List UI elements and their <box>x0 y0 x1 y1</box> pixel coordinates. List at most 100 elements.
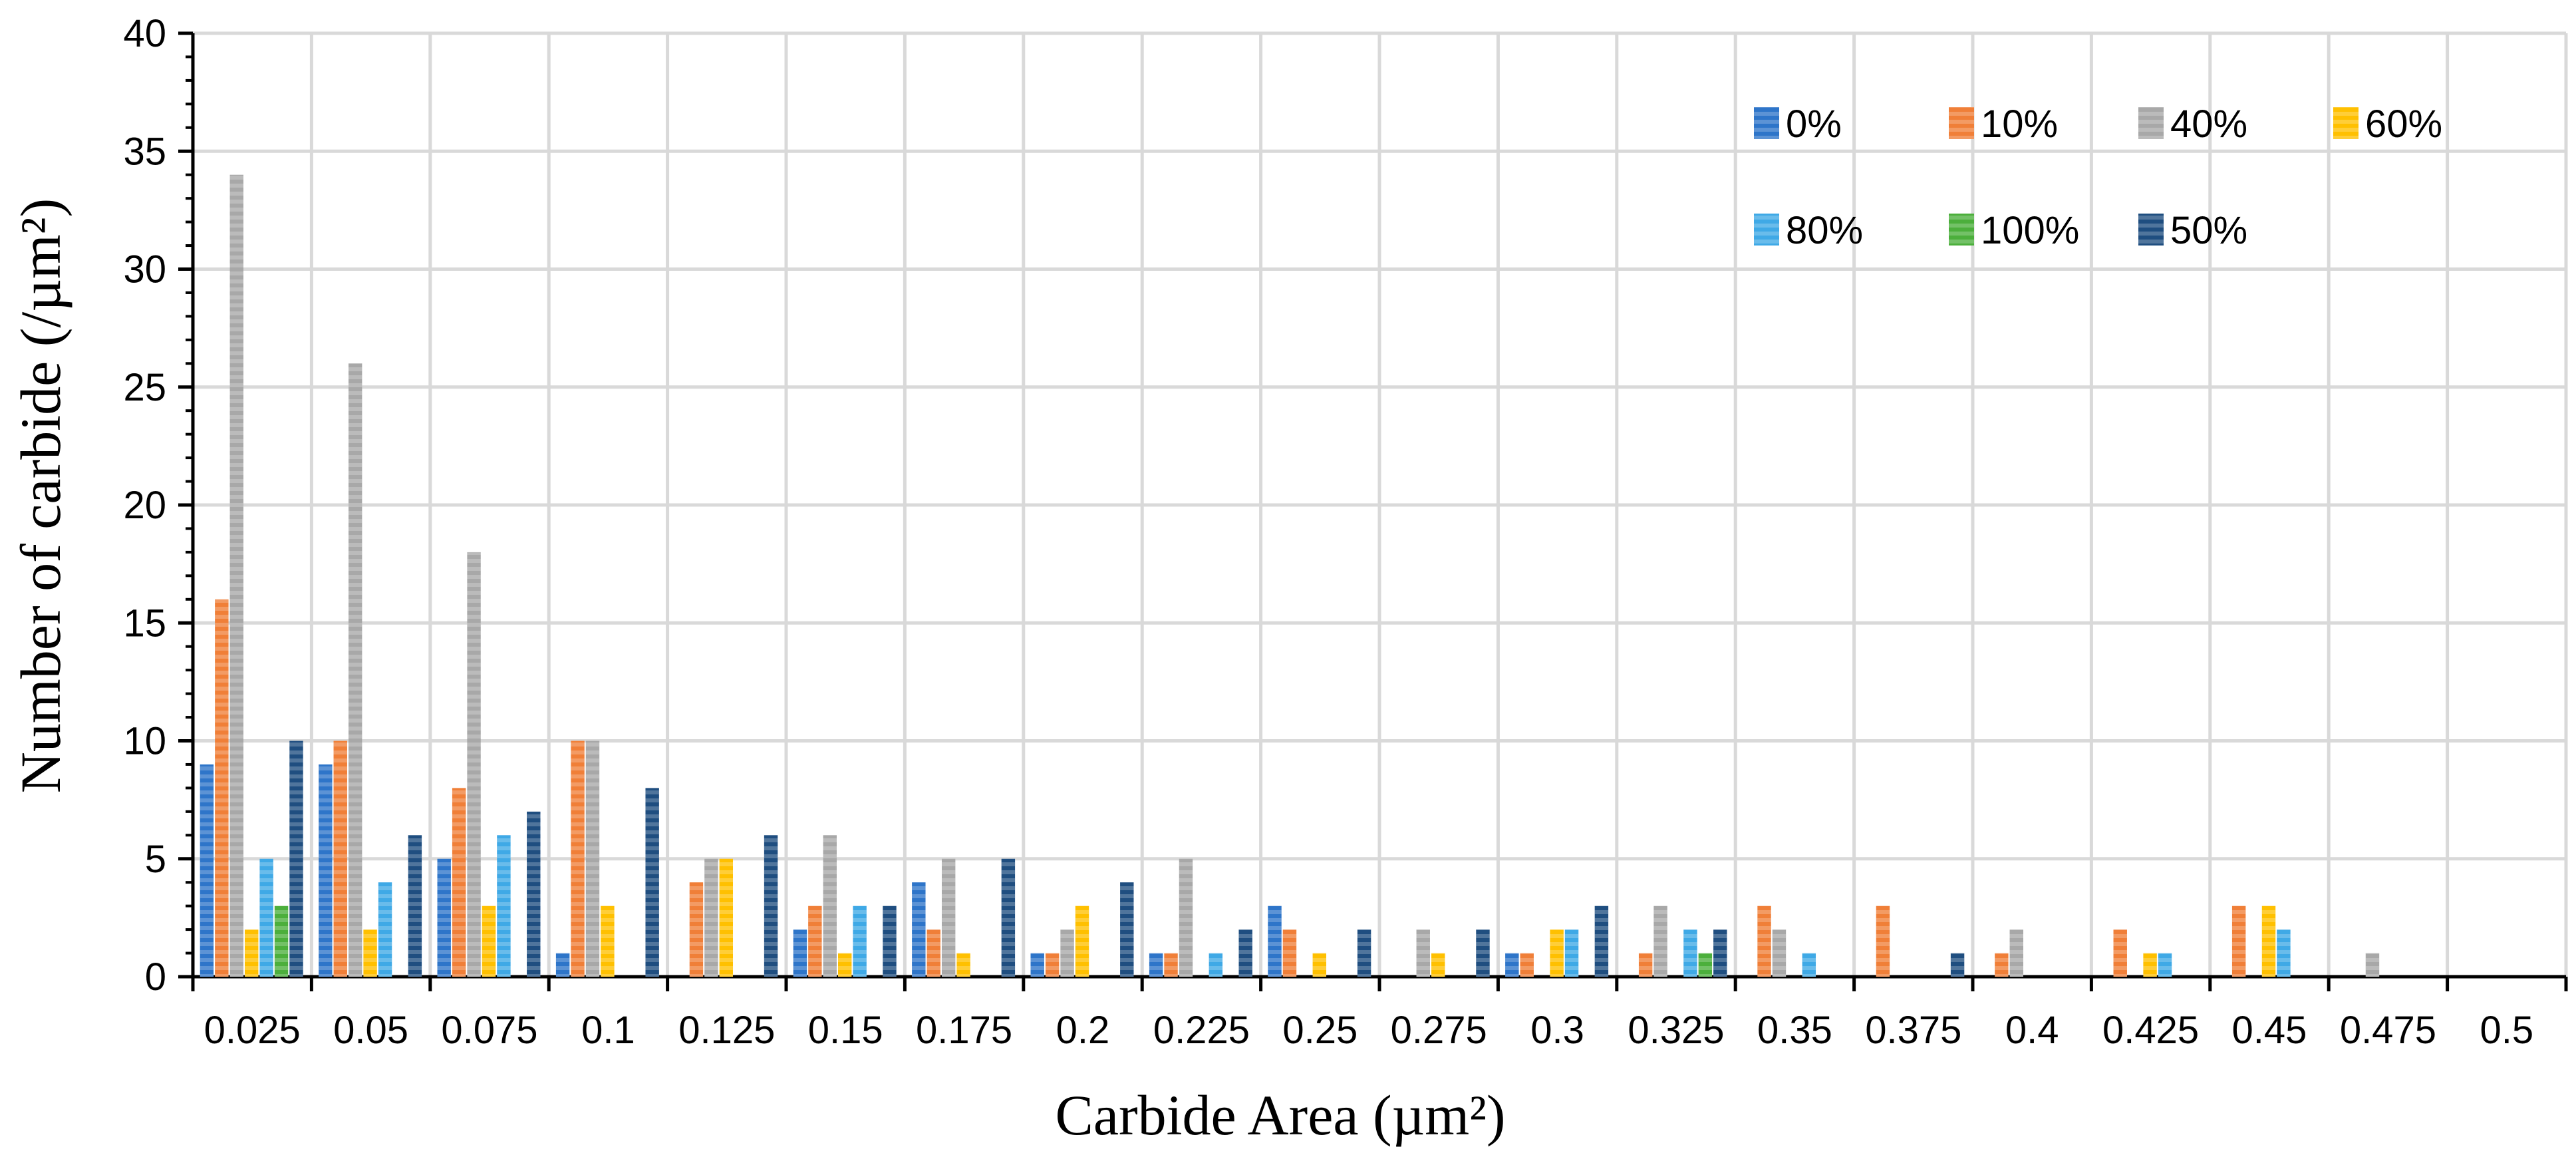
bar-texture <box>689 882 704 977</box>
bar-texture <box>408 835 422 977</box>
y-tick-label: 15 <box>123 601 166 645</box>
bar-texture <box>1950 953 1965 977</box>
bar-texture <box>1312 953 1327 977</box>
x-tick-label: 0.5 <box>2480 1009 2533 1052</box>
bar-texture <box>437 858 451 977</box>
y-tick-label: 5 <box>145 838 166 881</box>
legend-swatch-texture <box>1754 214 1779 246</box>
bar-texture <box>200 764 214 977</box>
bar-texture <box>1030 953 1044 977</box>
bar-texture <box>215 599 229 977</box>
bar-texture <box>555 953 570 977</box>
x-tick-label: 0.25 <box>1282 1009 1358 1052</box>
bar-texture <box>319 764 333 977</box>
bar-texture <box>1564 929 1579 977</box>
bar-texture <box>333 741 347 977</box>
x-tick-label: 0.4 <box>2005 1009 2059 1052</box>
x-tick-label: 0.35 <box>1757 1009 1832 1052</box>
x-tick-label: 0.1 <box>581 1009 635 1052</box>
bar-texture <box>363 929 377 977</box>
bar-texture <box>764 835 778 977</box>
bar-texture <box>1075 906 1089 977</box>
x-tick-label: 0.45 <box>2232 1009 2307 1052</box>
bar-texture <box>467 552 481 977</box>
x-tick-label: 0.475 <box>2340 1009 2436 1052</box>
legend-swatch-texture <box>1754 107 1779 139</box>
y-tick-label: 25 <box>123 366 166 409</box>
x-tick-label: 0.175 <box>916 1009 1012 1052</box>
bar-texture <box>1876 906 1890 977</box>
x-tick-label: 0.425 <box>2102 1009 2199 1052</box>
bar-texture <box>2277 929 2291 977</box>
bar-texture <box>2143 953 2157 977</box>
tick-labels: 0 5 10 15 20 25 30 35 40 0.025 0.05 0.075 0.1 0.125 0.… <box>123 12 2533 1052</box>
bar-texture <box>1120 882 1134 977</box>
y-tick-label: 10 <box>123 720 166 763</box>
x-tick-label: 0.375 <box>1865 1009 1961 1052</box>
x-axis-title: Carbide Area (µm²) <box>1055 1083 1505 1147</box>
bar-texture <box>1757 906 1771 977</box>
bar-texture <box>1594 906 1609 977</box>
bar-texture <box>719 858 734 977</box>
legend-label: 100% <box>1981 209 2079 252</box>
bar-texture <box>941 858 956 977</box>
x-tick-label: 0.125 <box>678 1009 775 1052</box>
legend-label: 50% <box>2170 209 2247 252</box>
bar-texture <box>452 788 466 977</box>
bar-texture <box>1520 953 1534 977</box>
gridlines <box>193 31 2568 977</box>
bar-texture <box>229 174 243 977</box>
bar-texture <box>2261 906 2276 977</box>
legend-label: 60% <box>2365 102 2442 146</box>
y-tick-label: 0 <box>145 955 166 999</box>
bar-texture <box>2113 929 2127 977</box>
bar-texture <box>1179 858 1193 977</box>
legend-label: 80% <box>1786 209 1863 252</box>
bar-texture <box>837 953 852 977</box>
y-tick-label: 40 <box>123 12 166 55</box>
bar-texture <box>1698 953 1713 977</box>
bar-texture <box>1505 953 1519 977</box>
bar-texture <box>2365 953 2380 977</box>
bar-texture <box>1476 929 1490 977</box>
bar-texture <box>1431 953 1445 977</box>
x-tick-label: 0.3 <box>1530 1009 1584 1052</box>
bar-texture <box>1802 953 1816 977</box>
y-tick-label: 30 <box>123 248 166 291</box>
x-tick-label: 0.05 <box>333 1009 408 1052</box>
bar-texture <box>1149 953 1163 977</box>
bar-texture <box>1713 929 1727 977</box>
bar-texture <box>853 906 867 977</box>
bar-texture <box>1164 953 1178 977</box>
x-tick-label: 0.2 <box>1056 1009 1110 1052</box>
x-tick-label: 0.075 <box>441 1009 537 1052</box>
bar-texture <box>793 929 807 977</box>
bar-texture <box>1683 929 1697 977</box>
x-tick-label: 0.275 <box>1391 1009 1487 1052</box>
bar-texture <box>1060 929 1074 977</box>
bar-texture <box>1653 906 1667 977</box>
bar-texture <box>497 835 511 977</box>
bar-texture <box>1772 929 1787 977</box>
y-axis-title: Number of carbide (/µm²) <box>9 198 72 793</box>
x-tick-label: 0.225 <box>1153 1009 1250 1052</box>
bar-texture <box>1550 929 1564 977</box>
x-tick-label: 0.025 <box>204 1009 301 1052</box>
bar-texture <box>482 906 496 977</box>
bar-texture <box>2009 929 2023 977</box>
bar-texture <box>274 906 289 977</box>
bar-texture <box>704 858 718 977</box>
bar-texture <box>1045 953 1060 977</box>
legend-swatch-texture <box>2138 214 2164 246</box>
bar-texture <box>601 906 615 977</box>
bar-texture <box>1209 953 1223 977</box>
bar-texture <box>527 811 541 977</box>
bar-texture <box>2231 906 2246 977</box>
bar-texture <box>378 882 392 977</box>
legend-swatch-texture <box>2333 107 2359 139</box>
x-tick-label: 0.15 <box>808 1009 883 1052</box>
y-tick-label: 35 <box>123 130 166 173</box>
bar-texture <box>2158 953 2172 977</box>
bar-texture <box>956 953 970 977</box>
